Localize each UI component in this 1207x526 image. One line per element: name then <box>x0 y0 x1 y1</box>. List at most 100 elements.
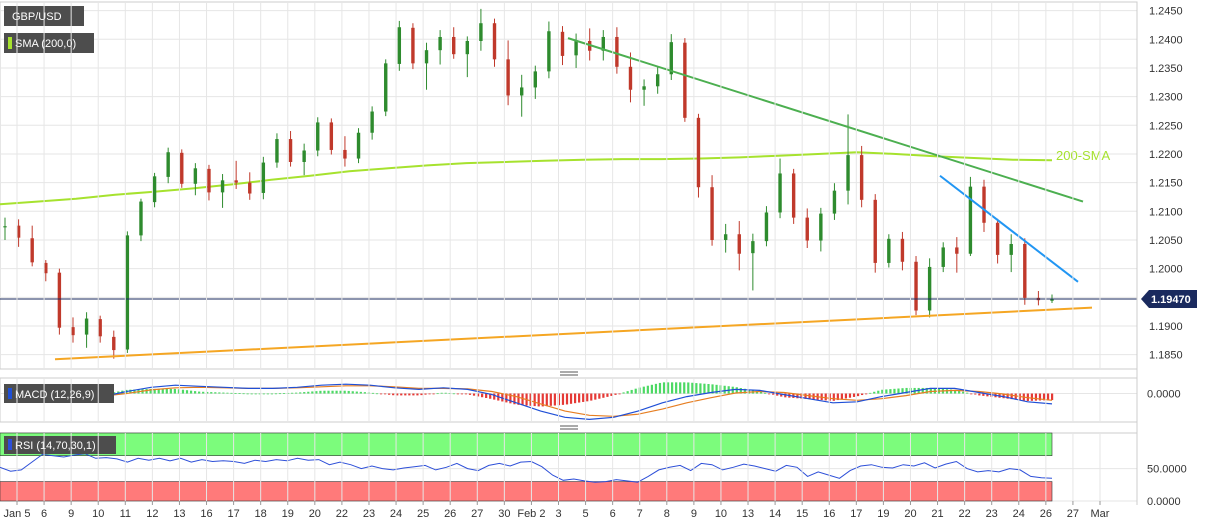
macd-histogram-bar <box>739 388 742 394</box>
candle-body <box>1050 299 1054 301</box>
macd-histogram-bar <box>1002 393 1005 399</box>
candle-body <box>574 40 578 56</box>
macd-histogram-bar <box>953 389 957 394</box>
price-tick-label: 1.2450 <box>1149 6 1183 18</box>
macd-histogram-bar <box>509 393 512 404</box>
macd-histogram-bar <box>529 393 532 406</box>
macd-histogram-bar <box>254 393 257 395</box>
macd-histogram-bar <box>654 383 658 394</box>
macd-legend-text: MACD (12,26,9) <box>15 389 94 401</box>
time-tick-label: 9 <box>68 508 74 520</box>
macd-histogram-bar <box>117 391 120 394</box>
rsi-overbought-zone <box>0 432 1053 456</box>
time-tick-label: 26 <box>444 508 456 520</box>
macd-histogram-bar <box>517 393 520 405</box>
macd-histogram-bar <box>703 383 706 394</box>
macd-histogram-bar <box>238 393 241 394</box>
candle-body <box>3 226 7 228</box>
candle-body <box>166 152 170 177</box>
macd-histogram-bar <box>266 393 269 395</box>
candle-body <box>452 36 456 55</box>
macd-histogram-bar <box>861 393 864 396</box>
candle-body <box>261 162 266 193</box>
macd-histogram-bar <box>440 392 443 394</box>
price-tick-label: 1.2100 <box>1149 206 1183 218</box>
price-tick-label: 1.2000 <box>1149 264 1183 276</box>
macd-histogram-bar <box>489 393 492 399</box>
candle-body <box>819 213 823 241</box>
macd-histogram-bar <box>404 393 407 396</box>
macd-histogram-bar <box>808 393 811 400</box>
macd-histogram-bar <box>549 393 552 406</box>
rsi-tick-label: 0.0000 <box>1147 496 1181 508</box>
macd-histogram-bar <box>210 392 213 394</box>
macd-histogram-bar <box>476 393 480 397</box>
macd-histogram-bar <box>735 387 738 394</box>
macd-histogram-bar <box>662 382 666 394</box>
macd-histogram-bar <box>408 393 411 396</box>
candle-body <box>914 261 918 311</box>
candle-body <box>601 36 605 51</box>
macd-histogram-bar <box>606 393 609 397</box>
macd-histogram-bar <box>270 393 274 395</box>
symbol-label-text: GBP/USD <box>12 11 62 23</box>
candle-body <box>615 36 619 67</box>
macd-histogram-bar <box>986 393 989 397</box>
pane-splitter-bottom[interactable] <box>560 425 578 430</box>
macd-histogram-bar <box>687 382 690 394</box>
macd-histogram-bar <box>743 388 746 394</box>
macd-histogram-bar <box>113 392 116 394</box>
macd-histogram-bar <box>323 390 326 394</box>
time-tick-label: 16 <box>200 508 212 520</box>
macd-histogram-bar <box>707 384 710 394</box>
macd-histogram-bar <box>424 393 427 395</box>
candle-body <box>397 27 402 64</box>
macd-histogram-bar <box>222 392 225 394</box>
macd-histogram-bar <box>218 392 221 394</box>
macd-histogram-bar <box>545 393 548 407</box>
macd-histogram-bar <box>202 391 205 394</box>
candle-body <box>329 122 334 150</box>
macd-histogram-bar <box>400 393 403 396</box>
macd-histogram-bar <box>796 393 799 399</box>
last-price-marker: 1.19470 <box>1141 290 1197 309</box>
macd-histogram-bar <box>598 393 601 399</box>
time-tick-label: 20 <box>309 508 321 520</box>
macd-histogram-bar <box>966 392 969 394</box>
candle-body <box>982 186 986 223</box>
macd-histogram-bar <box>893 388 896 394</box>
candle-body <box>30 238 34 263</box>
time-tick-label: 27 <box>1067 508 1079 520</box>
macd-histogram-bar <box>420 393 423 396</box>
macd-histogram-bar <box>169 388 172 394</box>
candle-body <box>207 168 211 193</box>
candle-body <box>995 222 1000 255</box>
time-tick-label: 6 <box>41 508 47 520</box>
time-tick-label: 9 <box>691 508 697 520</box>
macd-histogram-bar <box>133 389 136 394</box>
candle-body <box>955 247 959 254</box>
price-tick-label: 1.1850 <box>1149 350 1183 362</box>
macd-histogram-bar <box>181 389 185 394</box>
macd-histogram-bar <box>177 389 181 394</box>
candle-body <box>16 225 21 238</box>
candle-body <box>384 63 388 112</box>
macd-histogram-bar <box>679 382 682 394</box>
macd-histogram-bar <box>780 393 783 397</box>
macd-histogram-bar <box>578 393 581 403</box>
macd-histogram-bar <box>683 382 686 394</box>
macd-histogram-bar <box>675 382 678 394</box>
pane-splitter-top[interactable] <box>560 371 578 376</box>
candle-body <box>193 168 198 184</box>
time-tick-label: 26 <box>1040 508 1052 520</box>
macd-histogram-bar <box>699 383 702 394</box>
time-tick-label: 20 <box>904 508 916 520</box>
macd-histogram-bar <box>319 390 322 394</box>
candle-body <box>669 42 673 75</box>
time-axis: Jan 5 6 9 10 11 12 13 16 17 18 19 20 22 23 24 25 26 27 30 F… <box>4 2 1138 520</box>
macd-histogram-bar <box>622 392 625 394</box>
macd-histogram-bar <box>691 382 694 394</box>
time-tick-label: Feb 2 <box>517 508 545 520</box>
candle-body <box>751 241 755 254</box>
macd-histogram-bar <box>650 384 653 394</box>
